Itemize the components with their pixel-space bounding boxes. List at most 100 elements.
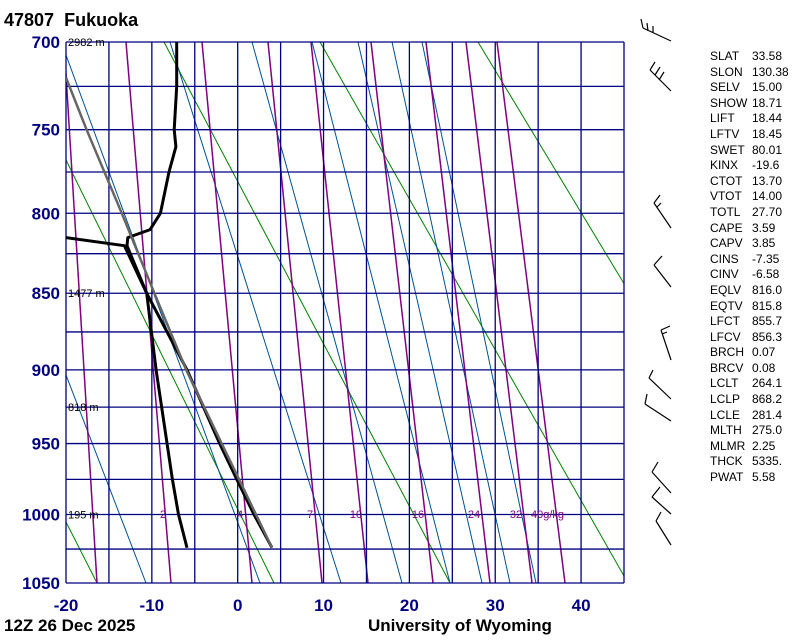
index-name: LFCT <box>710 314 740 329</box>
index-name: SLON <box>710 64 743 79</box>
moist-adiabat <box>421 42 537 583</box>
credit-label: University of Wyoming <box>368 616 552 635</box>
dry-adiabat <box>66 521 98 583</box>
index-name: CAPE <box>710 220 743 235</box>
index-row-lift: LIFT 18.44 <box>710 111 789 127</box>
index-value: 13.70 <box>752 173 783 188</box>
pressure-tick-label: 850 <box>32 284 60 303</box>
index-name: KINX <box>710 158 739 173</box>
wind-barb <box>640 18 672 42</box>
moist-adiabat <box>357 42 483 583</box>
wind-barb <box>653 255 672 288</box>
sounding-indices: SLAT 33.58 SLON 130.38 SELV 15.00 SHOW 18.71 LIF… <box>710 49 789 486</box>
wind-barb <box>651 486 672 515</box>
index-row-lcle: LCLE 281.4 <box>710 408 789 424</box>
moist-adiabat <box>66 54 261 583</box>
index-row-capv: CAPV 3.85 <box>710 236 789 252</box>
mixing-ratio-line <box>425 42 491 583</box>
index-name: CINS <box>710 251 739 266</box>
wind-barb <box>649 61 672 92</box>
index-name: CINV <box>710 267 739 282</box>
index-value: 856.3 <box>752 329 783 344</box>
index-value: 33.58 <box>752 49 783 63</box>
mixing-ratio-line <box>310 42 369 583</box>
index-row-vtot: VTOT 14.00 <box>710 189 789 205</box>
index-value: 281.4 <box>752 407 783 422</box>
wind-barb <box>660 325 672 361</box>
index-name: LIFT <box>710 111 735 126</box>
index-name: MLMR <box>710 438 746 453</box>
index-row-brcv: BRCV 0.08 <box>710 361 789 377</box>
mixing-ratio-label: 24 <box>468 509 480 521</box>
moist-adiabat <box>311 42 451 583</box>
index-row-slat: SLAT 33.58 <box>710 49 789 65</box>
index-name: THCK <box>710 454 743 469</box>
index-name: LCLP <box>710 392 741 407</box>
index-row-thck: THCK 5335. <box>710 454 789 470</box>
index-row-pwat: PWAT 5.58 <box>710 470 789 486</box>
wind-barbs <box>640 18 672 546</box>
index-value: 130.38 <box>752 64 789 79</box>
index-value: 18.71 <box>752 95 783 110</box>
wind-barb <box>655 511 672 546</box>
index-row-cape: CAPE 3.59 <box>710 221 789 237</box>
index-name: SHOW <box>710 95 748 110</box>
height-label: 818 m <box>68 402 99 414</box>
index-name: VTOT <box>710 189 742 204</box>
wind-barb <box>644 393 672 422</box>
index-row-lclt: LCLT 264.1 <box>710 376 789 392</box>
index-name: MLTH <box>710 423 742 438</box>
index-name: BRCV <box>710 360 744 375</box>
index-value: 275.0 <box>752 423 783 438</box>
index-row-selv: SELV 15.00 <box>710 80 789 96</box>
dewpoint-line <box>66 236 189 549</box>
mixing-ratio-line <box>465 42 533 583</box>
index-value: -19.6 <box>752 158 780 173</box>
index-row-totl: TOTL 27.70 <box>710 205 789 221</box>
pressure-tick-label: 1050 <box>22 574 60 593</box>
pressure-tick-label: 800 <box>32 204 60 223</box>
height-label: 1477 m <box>68 288 105 300</box>
parcel-line <box>66 77 274 549</box>
index-row-slon: SLON 130.38 <box>710 65 789 81</box>
moist-adiabat <box>391 42 511 583</box>
index-value: 3.59 <box>752 220 776 235</box>
index-value: 5335. <box>752 454 783 469</box>
temperature-tick-label: 40 <box>572 596 591 615</box>
index-row-eqtv: EQTV 815.8 <box>710 299 789 315</box>
pressure-tick-label: 700 <box>32 33 60 52</box>
height-label: 2982 m <box>68 37 105 49</box>
pressure-tick-label: 750 <box>32 121 60 140</box>
index-name: LCLT <box>710 376 739 391</box>
station-id: 47807 <box>4 10 55 30</box>
index-name: CTOT <box>710 173 743 188</box>
dry-adiabat <box>477 42 624 285</box>
index-name: SELV <box>710 80 740 95</box>
temperature-tick-label: 20 <box>400 596 419 615</box>
index-value: 80.01 <box>752 142 783 157</box>
dry-adiabat <box>66 159 275 583</box>
index-name: LFTV <box>710 126 740 141</box>
index-name: PWAT <box>710 470 744 485</box>
pressure-tick-label: 900 <box>32 361 60 380</box>
mixing-ratio-line <box>66 62 98 583</box>
index-value: 5.58 <box>752 470 776 485</box>
index-name: LFCV <box>710 329 741 344</box>
index-name: SLAT <box>710 49 740 63</box>
index-row-lftv: LFTV 18.45 <box>710 127 789 143</box>
index-value: 264.1 <box>752 376 783 391</box>
index-row-lfcv: LFCV 856.3 <box>710 330 789 346</box>
index-row-cinv: CINV -6.58 <box>710 267 789 283</box>
temperature-tick-label: -10 <box>140 596 165 615</box>
index-value: 868.2 <box>752 392 783 407</box>
height-label: 195 m <box>68 510 99 522</box>
mixing-ratio-label: 40g/kg <box>531 509 564 521</box>
wind-barb <box>648 369 672 400</box>
index-value: 855.7 <box>752 314 783 329</box>
mixing-ratio-label: 16 <box>412 509 424 521</box>
index-name: CAPV <box>710 236 743 251</box>
index-row-brch: BRCH 0.07 <box>710 345 789 361</box>
index-name: LCLE <box>710 407 741 422</box>
